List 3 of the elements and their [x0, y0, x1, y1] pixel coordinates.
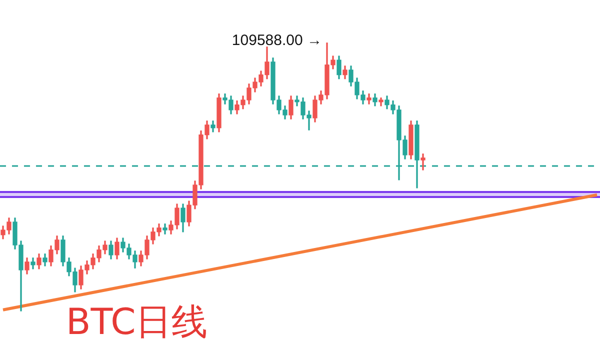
candlestick — [420, 154, 426, 170]
text: BTC日线 — [66, 301, 208, 345]
annotation: 109588.00 → — [232, 32, 322, 50]
